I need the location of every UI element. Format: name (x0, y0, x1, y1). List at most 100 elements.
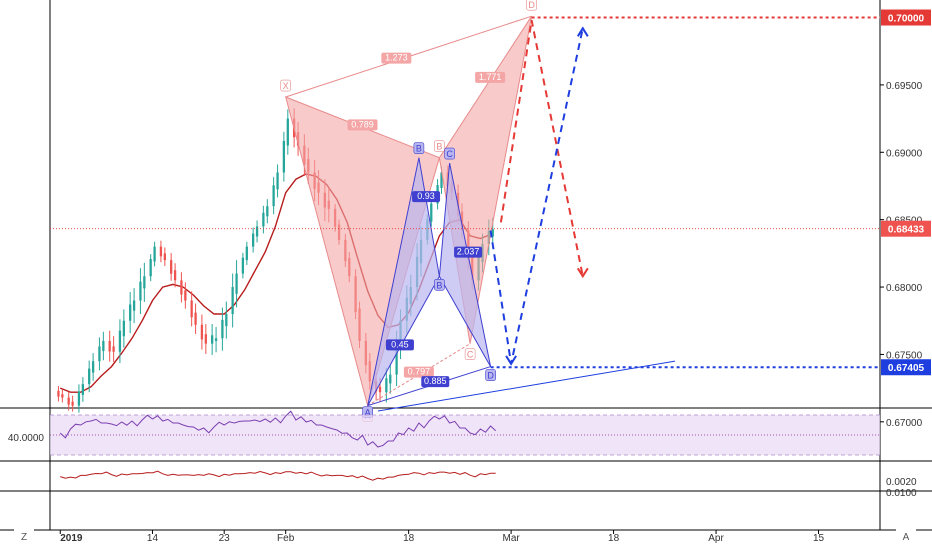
candle-body (143, 276, 146, 289)
price-tick-label: 0.69000 (886, 148, 923, 159)
auto-scale-button-label: A (903, 532, 910, 543)
candle-body (132, 300, 136, 311)
abcd-point-label: B (436, 280, 442, 290)
candle-body (235, 273, 238, 294)
candle-body (385, 378, 388, 393)
red-projection-arrow (576, 267, 589, 279)
candle-body (118, 330, 122, 352)
pattern-ratio-label: 0.789 (351, 119, 374, 129)
pattern-point-tag (280, 79, 291, 92)
candle-body (173, 270, 177, 281)
pattern-ratio-box (403, 366, 434, 378)
pattern-point-label: C (467, 350, 474, 360)
candle-body (430, 203, 433, 222)
price-label-text: 0.67405 (888, 363, 925, 374)
candle-body (57, 390, 60, 397)
candle-body (251, 233, 255, 247)
time-tick-label: Feb (277, 533, 295, 544)
pattern-ratio-box (381, 52, 412, 64)
price-tick-label: 0.67000 (886, 418, 923, 429)
price-levels-layer (50, 16, 880, 412)
oscillator-line (60, 470, 496, 481)
time-tick-label: Mar (502, 533, 520, 544)
abcd-ratio-label: 0.45 (391, 339, 409, 349)
candle-body (71, 401, 74, 406)
time-tick-label: 23 (219, 533, 231, 544)
candle-body (163, 253, 166, 261)
rsi-axis-label: 40.0000 (8, 433, 45, 444)
candle-body (378, 386, 382, 393)
candle-body (389, 374, 392, 384)
abcd-point-tag (444, 147, 455, 160)
candle-body (170, 260, 173, 274)
abcd-point-label: B (416, 144, 422, 154)
candle-body (200, 324, 204, 340)
candle-body (139, 281, 142, 301)
trend-line (377, 360, 676, 412)
pattern-point-label: D (528, 0, 535, 10)
candle-body (129, 304, 132, 321)
candle-body (112, 346, 115, 352)
candle-body (440, 172, 443, 189)
abcd-point-tag (434, 278, 445, 291)
time-tick-label: 18 (608, 533, 620, 544)
time-tick-label: 2019 (60, 533, 83, 544)
candle-body (214, 338, 218, 341)
pattern-point-label: X (283, 81, 289, 91)
time-tick-label: 15 (813, 533, 825, 544)
price-label-text: 0.70000 (888, 14, 925, 25)
price-label-box (881, 220, 931, 237)
abcd-point-tag (413, 142, 425, 154)
candle-body (276, 172, 279, 190)
price-tick-label: 0.67500 (886, 350, 923, 361)
rsi-pane: 40.0000 (8, 410, 880, 456)
pattern-point-tag (464, 348, 476, 360)
pattern-ratio-label: 0.797 (408, 367, 431, 377)
rsi-line (59, 410, 497, 448)
oscillator-axis-label: 0.0020 (886, 477, 917, 488)
candle-body (81, 384, 85, 395)
abcd-ratio-box (412, 191, 441, 203)
abcd-point-label: D (487, 371, 494, 381)
candle-body (184, 290, 187, 301)
candle-body (77, 391, 81, 406)
candle-body (67, 397, 70, 405)
candle-body (210, 335, 214, 344)
abcd-ratio-label: 0.93 (417, 191, 435, 201)
abcd-ratio-box (454, 246, 483, 258)
candle-body (194, 312, 197, 325)
red-projection-path (499, 20, 584, 277)
auto-scale-button-bg (896, 528, 916, 544)
pattern-point-tag (526, 0, 537, 11)
candle-body (190, 300, 193, 318)
blue-projection-arrow-down (505, 355, 517, 366)
time-tick-label: 14 (147, 533, 159, 544)
abcd-ratio-label: 2.037 (457, 247, 480, 257)
pattern-ratio-box (475, 71, 506, 83)
zoom-button-left-label: Z (21, 532, 27, 543)
candle-body (272, 185, 275, 207)
auto-scale-button[interactable]: A (896, 528, 916, 544)
axes-layer: 0.695000.690000.685000.680000.675000.670… (14, 9, 931, 544)
abcd-ratio-label: 0.885 (424, 376, 447, 386)
price-label-text: 0.68433 (888, 225, 925, 236)
candle-body (149, 259, 152, 277)
candle-body (108, 340, 111, 352)
candle-body (266, 206, 269, 217)
pattern-ratio-box (347, 119, 378, 131)
candle-body (255, 226, 259, 237)
time-tick-label: Apr (708, 533, 724, 544)
candle-body (231, 287, 234, 315)
candle-body (262, 212, 265, 227)
abcd-point-label: C (446, 149, 453, 159)
price-label-box (881, 359, 931, 376)
candle-body (102, 340, 105, 352)
candle-body (286, 118, 289, 146)
zoom-button-left[interactable]: Z (14, 528, 34, 544)
candle-body (98, 346, 101, 362)
price-tick-label: 0.68000 (886, 283, 923, 294)
blue-projection-arrow-up (576, 26, 589, 37)
